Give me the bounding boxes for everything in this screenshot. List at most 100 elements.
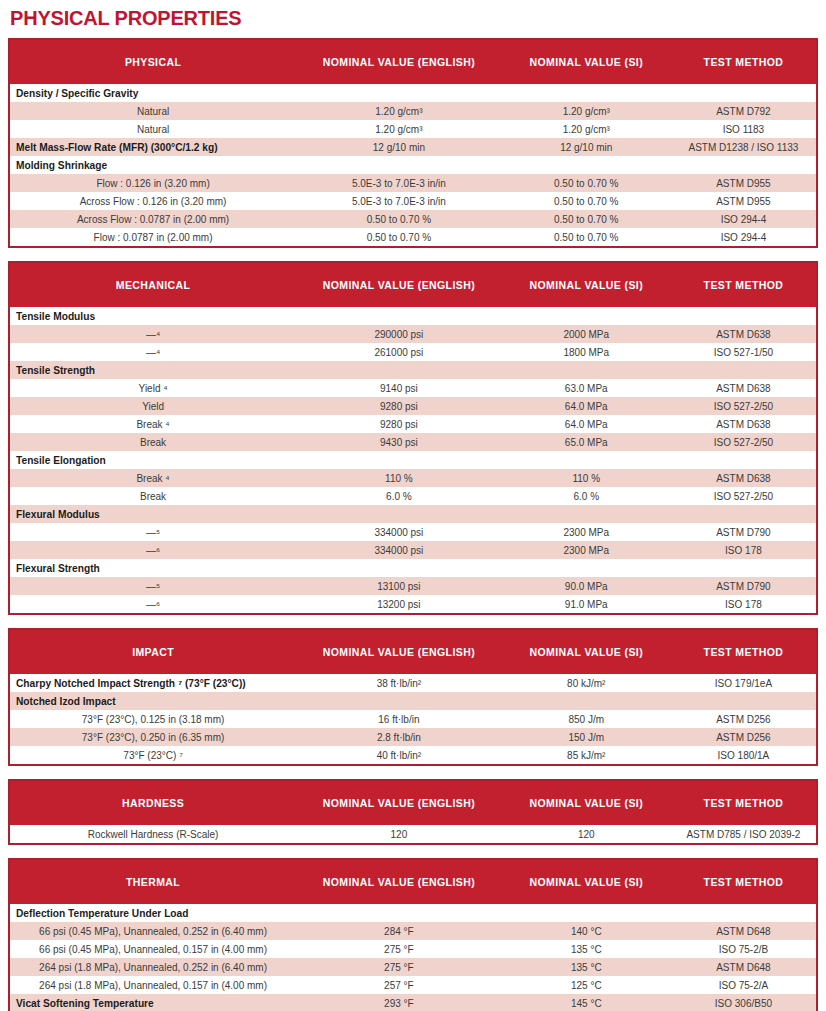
test-method-value: ASTM D790 bbox=[671, 581, 816, 592]
si-value: 2000 MPa bbox=[502, 329, 671, 340]
column-header: NOMINAL VALUE (ENGLISH) bbox=[296, 56, 502, 68]
si-value: 1.20 g/cm³ bbox=[502, 106, 671, 117]
english-value: 40 ft·lb/in² bbox=[296, 750, 502, 761]
table-row: 264 psi (1.8 MPa), Unannealed, 0.157 in … bbox=[10, 976, 816, 994]
si-value: 2300 MPa bbox=[502, 545, 671, 556]
property-label: Across Flow : 0.126 in (3.20 mm) bbox=[10, 196, 296, 207]
column-header: NOMINAL VALUE (SI) bbox=[502, 279, 671, 291]
test-method-value: ISO 180/1A bbox=[671, 750, 816, 761]
table-header-row: PHYSICALNOMINAL VALUE (ENGLISH)NOMINAL V… bbox=[10, 40, 816, 84]
si-value: 1.20 g/cm³ bbox=[502, 124, 671, 135]
property-label: 66 psi (0.45 MPa), Unannealed, 0.252 in … bbox=[10, 926, 296, 937]
test-method-value: ASTM D648 bbox=[671, 926, 816, 937]
table-row: Deflection Temperature Under Load bbox=[10, 904, 816, 922]
table-thermal: THERMALNOMINAL VALUE (ENGLISH)NOMINAL VA… bbox=[8, 858, 818, 1011]
section-label: Notched Izod Impact bbox=[10, 696, 816, 707]
si-value: 6.0 % bbox=[502, 491, 671, 502]
property-label: 66 psi (0.45 MPa), Unannealed, 0.157 in … bbox=[10, 944, 296, 955]
table-row: Rockwell Hardness (R-Scale)120120ASTM D7… bbox=[10, 825, 816, 843]
table-row: —⁵13100 psi90.0 MPaASTM D790 bbox=[10, 577, 816, 595]
table-header-row: HARDNESSNOMINAL VALUE (ENGLISH)NOMINAL V… bbox=[10, 781, 816, 825]
table-body: Rockwell Hardness (R-Scale)120120ASTM D7… bbox=[10, 825, 816, 843]
column-header: NOMINAL VALUE (SI) bbox=[502, 797, 671, 809]
english-value: 257 °F bbox=[296, 980, 502, 991]
table-row: Across Flow : 0.0787 in (2.00 mm)0.50 to… bbox=[10, 210, 816, 228]
column-header: NOMINAL VALUE (SI) bbox=[502, 646, 671, 658]
property-label: —⁵ bbox=[10, 581, 296, 592]
test-method-value: ASTM D638 bbox=[671, 383, 816, 394]
table-row: Yield ⁴9140 psi63.0 MPaASTM D638 bbox=[10, 379, 816, 397]
table-row: Flow : 0.0787 in (2.00 mm)0.50 to 0.70 %… bbox=[10, 228, 816, 246]
english-value: 16 ft·lb/in bbox=[296, 714, 502, 725]
column-header: IMPACT bbox=[10, 646, 296, 658]
english-value: 334000 psi bbox=[296, 545, 502, 556]
test-method-value: ASTM D638 bbox=[671, 329, 816, 340]
english-value: 293 °F bbox=[296, 998, 502, 1009]
table-row: Tensile Modulus bbox=[10, 307, 816, 325]
test-method-value: ASTM D955 bbox=[671, 178, 816, 189]
test-method-value: ISO 178 bbox=[671, 545, 816, 556]
si-value: 120 bbox=[502, 829, 671, 840]
english-value: 6.0 % bbox=[296, 491, 502, 502]
table-body: Density / Specific GravityNatural1.20 g/… bbox=[10, 84, 816, 246]
property-label: Across Flow : 0.0787 in (2.00 mm) bbox=[10, 214, 296, 225]
si-value: 125 °C bbox=[502, 980, 671, 991]
table-row: 73°F (23°C), 0.125 in (3.18 mm)16 ft·lb/… bbox=[10, 710, 816, 728]
test-method-value: ASTM D648 bbox=[671, 962, 816, 973]
english-value: 5.0E-3 to 7.0E-3 in/in bbox=[296, 178, 502, 189]
property-label: 264 psi (1.8 MPa), Unannealed, 0.157 in … bbox=[10, 980, 296, 991]
table-row: Density / Specific Gravity bbox=[10, 84, 816, 102]
si-value: 140 °C bbox=[502, 926, 671, 937]
test-method-value: ISO 527-2/50 bbox=[671, 437, 816, 448]
english-value: 120 bbox=[296, 829, 502, 840]
column-header: NOMINAL VALUE (SI) bbox=[502, 56, 671, 68]
table-header-row: MECHANICALNOMINAL VALUE (ENGLISH)NOMINAL… bbox=[10, 263, 816, 307]
column-header: TEST METHOD bbox=[671, 646, 816, 658]
table-row: Charpy Notched Impact Strength ⁷ (73°F (… bbox=[10, 674, 816, 692]
section-label: Molding Shrinkage bbox=[10, 160, 816, 171]
table-row: Notched Izod Impact bbox=[10, 692, 816, 710]
property-label: —⁴ bbox=[10, 329, 296, 340]
si-value: 80 kJ/m² bbox=[502, 678, 671, 689]
test-method-value: ISO 1183 bbox=[671, 124, 816, 135]
si-value: 1800 MPa bbox=[502, 347, 671, 358]
property-label: Break ⁴ bbox=[10, 419, 296, 430]
section-label: Flexural Modulus bbox=[10, 509, 816, 520]
test-method-value: ISO 527-2/50 bbox=[671, 401, 816, 412]
english-value: 1.20 g/cm³ bbox=[296, 124, 502, 135]
property-label: Flow : 0.126 in (3.20 mm) bbox=[10, 178, 296, 189]
table-row: —⁶13200 psi91.0 MPaISO 178 bbox=[10, 595, 816, 613]
english-value: 9280 psi bbox=[296, 401, 502, 412]
test-method-value: ISO 294-4 bbox=[671, 232, 816, 243]
table-body: Tensile Modulus—⁴290000 psi2000 MPaASTM … bbox=[10, 307, 816, 613]
table-row: Tensile Elongation bbox=[10, 451, 816, 469]
table-row: —⁴261000 psi1800 MPaISO 527-1/50 bbox=[10, 343, 816, 361]
table-row: 264 psi (1.8 MPa), Unannealed, 0.252 in … bbox=[10, 958, 816, 976]
table-hardness: HARDNESSNOMINAL VALUE (ENGLISH)NOMINAL V… bbox=[8, 779, 818, 845]
property-label: Natural bbox=[10, 124, 296, 135]
column-header: NOMINAL VALUE (ENGLISH) bbox=[296, 876, 502, 888]
test-method-value: ASTM D638 bbox=[671, 419, 816, 430]
table-row: 66 psi (0.45 MPa), Unannealed, 0.252 in … bbox=[10, 922, 816, 940]
column-header: NOMINAL VALUE (SI) bbox=[502, 876, 671, 888]
english-value: 0.50 to 0.70 % bbox=[296, 232, 502, 243]
table-body: Charpy Notched Impact Strength ⁷ (73°F (… bbox=[10, 674, 816, 764]
section-label: Tensile Elongation bbox=[10, 455, 816, 466]
english-value: 9280 psi bbox=[296, 419, 502, 430]
english-value: 9430 psi bbox=[296, 437, 502, 448]
english-value: 5.0E-3 to 7.0E-3 in/in bbox=[296, 196, 502, 207]
column-header: TEST METHOD bbox=[671, 797, 816, 809]
test-method-value: ISO 527-2/50 bbox=[671, 491, 816, 502]
table-row: —⁶334000 psi2300 MPaISO 178 bbox=[10, 541, 816, 559]
section-label: Deflection Temperature Under Load bbox=[10, 908, 816, 919]
test-method-value: ISO 306/B50 bbox=[671, 998, 816, 1009]
column-header: THERMAL bbox=[10, 876, 296, 888]
property-label: 73°F (23°C), 0.125 in (3.18 mm) bbox=[10, 714, 296, 725]
property-label: Break ⁴ bbox=[10, 473, 296, 484]
test-method-value: ASTM D790 bbox=[671, 527, 816, 538]
table-row: Yield9280 psi64.0 MPaISO 527-2/50 bbox=[10, 397, 816, 415]
table-row: 73°F (23°C) ⁷40 ft·lb/in²85 kJ/m²ISO 180… bbox=[10, 746, 816, 764]
property-label: —⁶ bbox=[10, 599, 296, 610]
property-label: —⁵ bbox=[10, 527, 296, 538]
si-value: 85 kJ/m² bbox=[502, 750, 671, 761]
